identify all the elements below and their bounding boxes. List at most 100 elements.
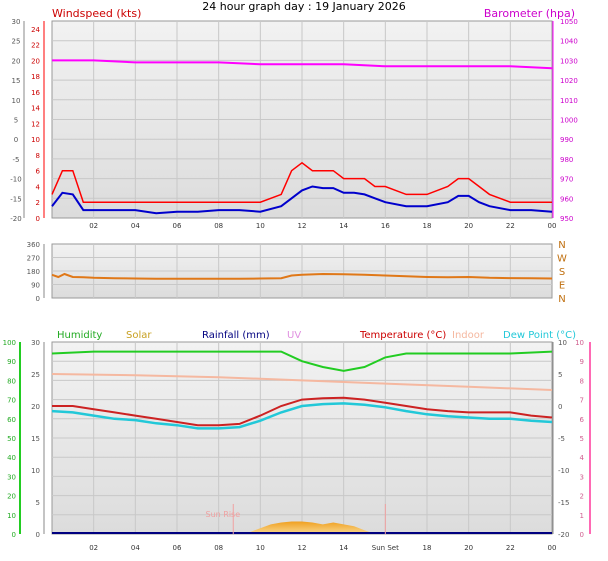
- direction-tick-label: 360: [27, 241, 40, 249]
- outer-left-tick-label: -10: [10, 176, 21, 184]
- uv-tick-label: 7: [580, 397, 584, 405]
- uv-tick-label: 6: [580, 416, 585, 424]
- temperature-tick-label: -15: [558, 499, 569, 507]
- x-tick-label: 04: [131, 544, 140, 552]
- x-tick-label: 18: [423, 544, 432, 552]
- barometer-tick-label: 1010: [560, 97, 578, 105]
- windspeed-tick-label: 12: [31, 120, 40, 128]
- x-tick-label: 00: [548, 544, 557, 552]
- solar-area: [239, 521, 375, 534]
- temperature-tick-label: -10: [558, 467, 569, 475]
- humidity-tick-label: 50: [7, 435, 16, 443]
- solar-tick-label: 20: [31, 403, 40, 411]
- x-tick-label: 10: [256, 222, 265, 230]
- wind-direction-line: [51, 272, 553, 280]
- x-tick-label: 12: [298, 222, 307, 230]
- outer-left-tick-label: 10: [12, 97, 21, 105]
- x-tick-label: 20: [464, 544, 473, 552]
- humidity-tick-label: 0: [12, 531, 16, 539]
- outer-left-tick-label: -20: [10, 215, 21, 223]
- x-tick-label: 08: [214, 544, 223, 552]
- humidity-tick-label: 80: [7, 377, 16, 385]
- temperature-tick-label: 0: [558, 403, 562, 411]
- sunrise-label: Sun Rise: [206, 510, 241, 519]
- barometer-tick-label: 960: [560, 195, 573, 203]
- direction-tick-label: 0: [36, 295, 40, 303]
- barometer-tick-label: 1030: [560, 57, 578, 65]
- wind-average-line: [51, 185, 553, 215]
- legend-label: Rainfall (mm): [202, 330, 270, 341]
- solar-tick-label: 10: [31, 467, 40, 475]
- x-tick-label: 22: [506, 544, 515, 552]
- barometer-tick-label: 970: [560, 176, 573, 184]
- direction-tick-label: 90: [31, 282, 40, 290]
- windspeed-tick-label: 14: [31, 105, 40, 113]
- uv-tick-label: 4: [580, 454, 585, 462]
- legend-label: Temperature (°C): [359, 330, 446, 341]
- outer-left-tick-label: 20: [12, 57, 21, 65]
- barometer-tick-label: 1000: [560, 117, 578, 125]
- x-tick-label: 14: [339, 544, 348, 552]
- x-tick-label: 22: [506, 222, 515, 230]
- legend-label: Dew Point (°C): [503, 330, 576, 341]
- windspeed-tick-label: 4: [36, 183, 41, 191]
- compass-tick-label: S: [559, 267, 565, 278]
- uv-tick-label: 10: [575, 339, 584, 347]
- windspeed-tick-label: 18: [31, 73, 40, 81]
- barometer-tick-label: 1050: [560, 18, 578, 26]
- windspeed-axis-label: Windspeed (kts): [52, 7, 141, 20]
- uv-tick-label: 8: [580, 377, 584, 385]
- compass-tick-label: W: [557, 254, 567, 265]
- windspeed-tick-label: 2: [36, 199, 40, 207]
- x-tick-label: 18: [423, 222, 432, 230]
- barometer-axis-label: Barometer (hpa): [484, 7, 575, 20]
- humidity-tick-label: 100: [3, 339, 16, 347]
- solar-tick-label: 25: [31, 371, 40, 379]
- outer-left-tick-label: -5: [13, 156, 20, 164]
- x-tick-label: Sun Set: [372, 544, 399, 552]
- temperature-tick-label: 10: [558, 339, 567, 347]
- x-tick-label: 02: [89, 222, 98, 230]
- x-tick-label: 04: [131, 222, 140, 230]
- uv-tick-label: 9: [580, 358, 584, 366]
- humidity-tick-label: 60: [7, 416, 16, 424]
- x-tick-label: 08: [214, 222, 223, 230]
- x-tick-label: 12: [298, 544, 307, 552]
- uv-tick-label: 0: [580, 531, 584, 539]
- barometer-tick-label: 1020: [560, 77, 578, 85]
- x-tick-label: 10: [256, 544, 265, 552]
- x-tick-label: 00: [548, 222, 557, 230]
- temperature-tick-label: -20: [558, 531, 569, 539]
- outer-left-tick-label: 25: [12, 38, 21, 46]
- x-tick-label: 06: [173, 544, 182, 552]
- outer-left-tick-label: 15: [12, 77, 21, 85]
- uv-tick-label: 1: [580, 512, 584, 520]
- graph-title: 24 hour graph day : 19 January 2026: [202, 0, 406, 13]
- windspeed-tick-label: 0: [36, 215, 40, 223]
- windspeed-tick-label: 24: [31, 26, 40, 34]
- barometer-tick-label: 980: [560, 156, 573, 164]
- legend-label: Solar: [126, 330, 152, 341]
- direction-tick-label: 270: [27, 255, 40, 263]
- humidity-line: [51, 350, 553, 372]
- legend-label: Humidity: [57, 330, 102, 341]
- windspeed-tick-label: 6: [36, 168, 41, 176]
- windspeed-tick-label: 8: [36, 152, 40, 160]
- dew-point-line: [51, 402, 553, 430]
- x-tick-label: 20: [464, 222, 473, 230]
- uv-tick-label: 5: [580, 435, 584, 443]
- compass-tick-label: N: [558, 294, 565, 305]
- humidity-tick-label: 40: [7, 454, 16, 462]
- indoor-line: [51, 373, 553, 391]
- temperature-line: [52, 396, 553, 427]
- windspeed-tick-label: 16: [31, 89, 40, 97]
- x-tick-label: 14: [339, 222, 348, 230]
- legend-label: UV: [287, 330, 301, 341]
- humidity-tick-label: 70: [7, 397, 16, 405]
- outer-left-tick-label: 30: [12, 18, 21, 26]
- x-tick-label: 06: [173, 222, 182, 230]
- windspeed-tick-label: 10: [31, 136, 40, 144]
- windspeed-line: [51, 161, 552, 203]
- barometer-tick-label: 950: [560, 215, 573, 223]
